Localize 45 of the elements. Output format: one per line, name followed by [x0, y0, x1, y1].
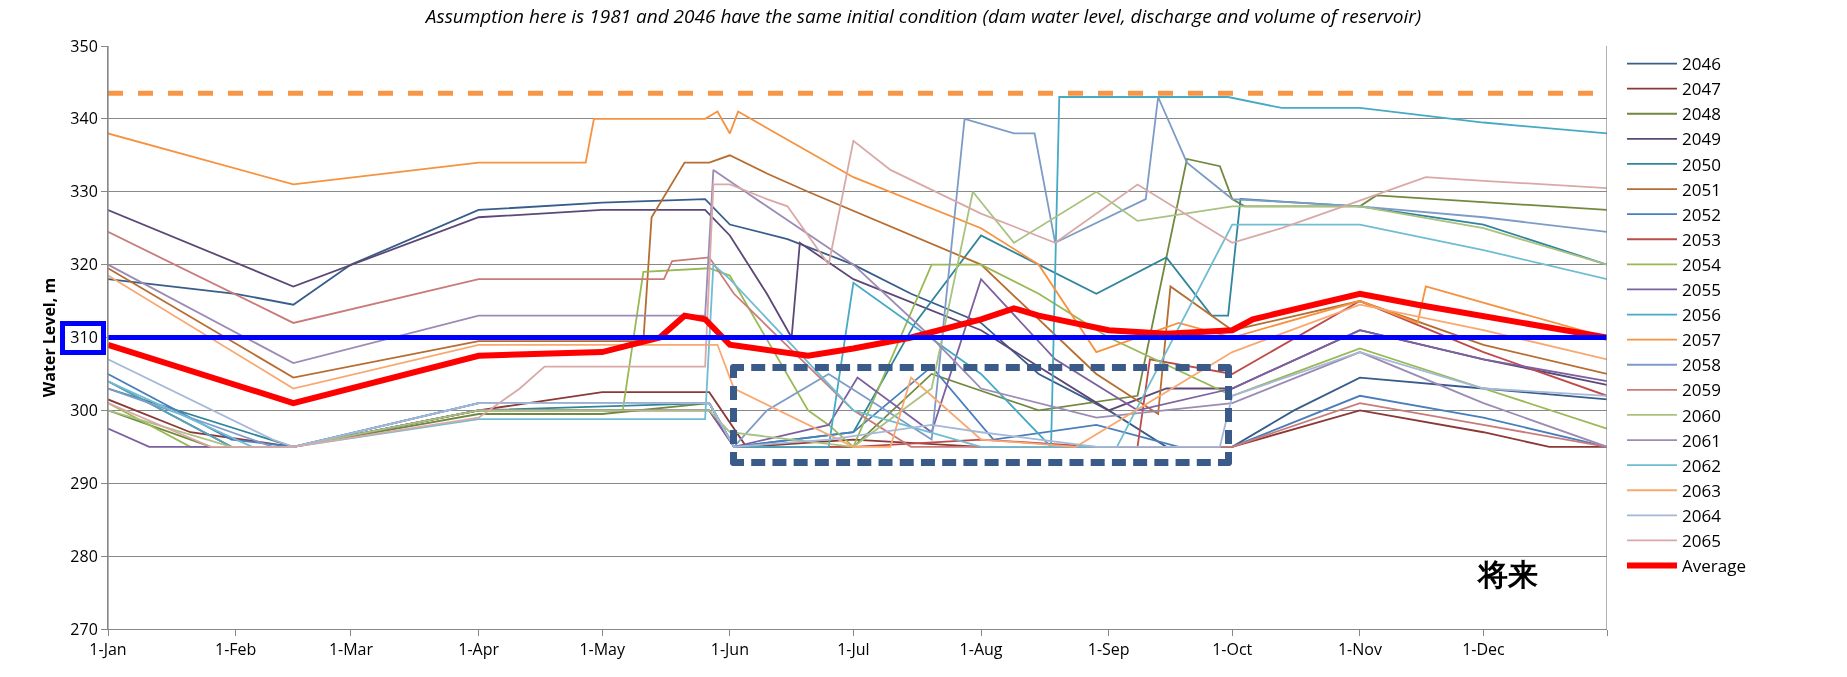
- x-tick-label: 1-Feb: [215, 638, 257, 661]
- x-tick-label: 1-Dec: [1462, 638, 1506, 661]
- y-tick-label: 340: [70, 107, 98, 130]
- y-tick-label: 300: [70, 398, 98, 421]
- legend-label: 2051: [1681, 177, 1721, 201]
- legend-label: 2049: [1681, 127, 1721, 151]
- legend-label: 2057: [1681, 328, 1721, 352]
- legend-label: 2048: [1681, 102, 1721, 126]
- legend-label: 2052: [1681, 202, 1721, 226]
- legend-label: 2062: [1681, 453, 1721, 477]
- legend-label: 2055: [1681, 278, 1721, 302]
- y-tick-label: 280: [70, 544, 98, 567]
- legend-label: 2056: [1681, 303, 1721, 327]
- x-tick-label: 1-Jun: [710, 638, 749, 661]
- y-tick-label: 290: [70, 471, 98, 494]
- x-tick-label: 1-Jul: [837, 638, 870, 661]
- legend-label: 2053: [1681, 227, 1721, 251]
- x-tick-label: 1-Mar: [328, 638, 374, 661]
- legend-label: 2063: [1681, 478, 1721, 502]
- chart-title: Assumption here is 1981 and 2046 have the same initial condition (dam water level, discharge and volume of reservoir): [423, 3, 1422, 30]
- legend-label: 2054: [1681, 252, 1722, 276]
- y-axis-title: Water Level, m: [38, 277, 61, 398]
- y-tick-label: 310: [70, 326, 98, 349]
- x-tick-label: 1-Jan: [89, 638, 127, 661]
- y-tick-label: 320: [70, 253, 98, 276]
- legend-label: 2064: [1681, 503, 1722, 527]
- legend-label: 2061: [1681, 428, 1721, 452]
- legend-label: 2050: [1681, 152, 1721, 176]
- legend-label: Average: [1681, 554, 1746, 578]
- legend-label: 2058: [1681, 353, 1721, 377]
- legend-label: 2047: [1681, 77, 1721, 101]
- x-tick-label: 1-Oct: [1212, 638, 1253, 661]
- legend-label: 2046: [1681, 52, 1721, 76]
- x-tick-label: 1-Apr: [458, 638, 500, 661]
- y-tick-label: 350: [70, 34, 98, 57]
- x-tick-label: 1-May: [579, 638, 626, 661]
- x-tick-label: 1-Sep: [1087, 638, 1130, 661]
- annotation: 将来: [1476, 557, 1538, 592]
- legend-label: 2065: [1681, 529, 1721, 553]
- y-tick-label: 270: [70, 617, 98, 640]
- legend-label: 2059: [1681, 378, 1721, 402]
- legend-label: 2060: [1681, 403, 1721, 427]
- x-tick-label: 1-Nov: [1337, 638, 1382, 661]
- y-tick-label: 330: [70, 180, 98, 203]
- x-tick-label: 1-Aug: [959, 638, 1003, 661]
